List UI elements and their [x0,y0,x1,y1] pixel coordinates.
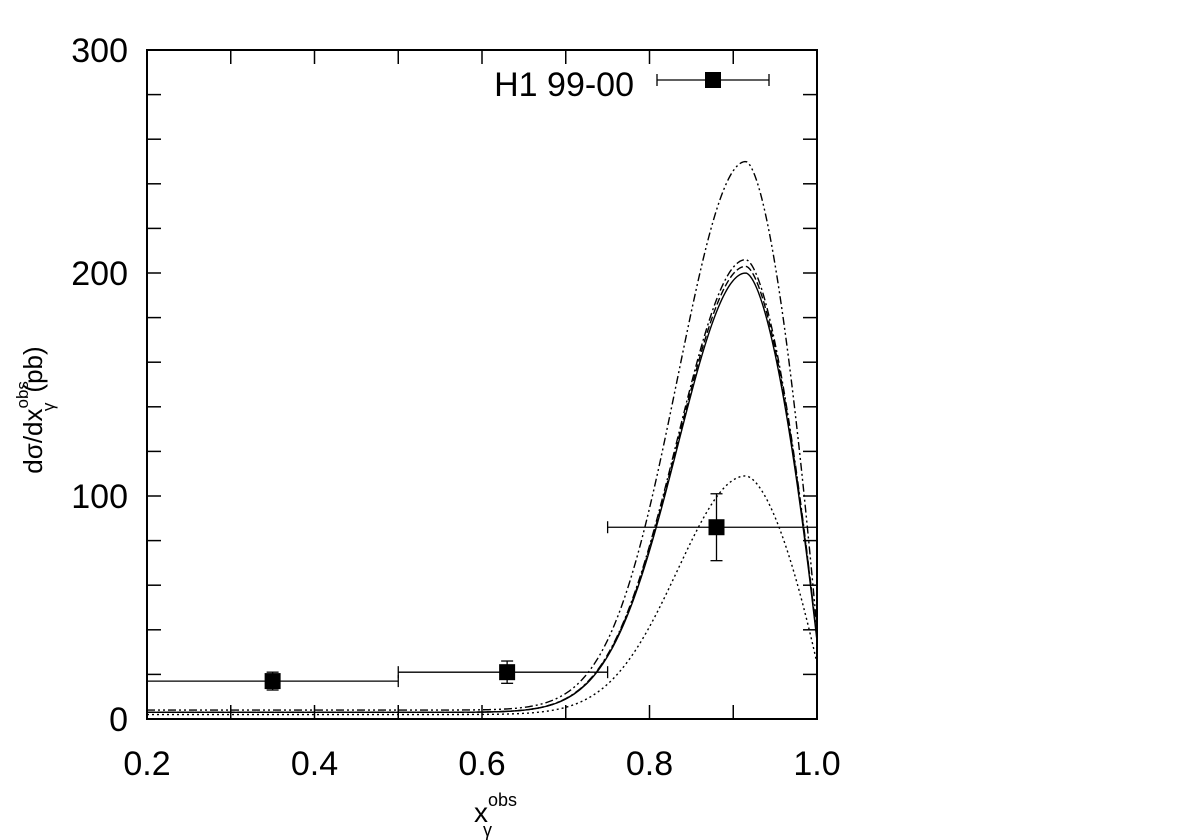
x-tick-label: 1.0 [793,745,840,783]
data-points [146,493,818,691]
x-axis-label: xobs γ [474,790,517,840]
x-tick-label: 0.8 [626,745,673,783]
data-marker [499,664,516,681]
y-tick-label: 200 [71,255,128,293]
model-curves [147,160,818,716]
curve-dash-dot [147,258,818,714]
legend: H1 99-00 [494,66,770,104]
legend-marker [705,72,721,88]
legend-label: H1 99-00 [494,66,634,104]
y-tick-label: 300 [71,32,128,70]
data-marker [264,673,281,690]
axis-labels: xobs γ dσ/dxobs γ(pb) [13,346,517,840]
y-tick-label: 0 [109,701,128,739]
y-axis-label: dσ/dxobs γ(pb) [13,346,58,473]
curve-solid [147,272,818,714]
x-tick-label: 0.2 [123,745,170,783]
x-tick-label: 0.4 [291,745,338,783]
x-tick-label: 0.6 [458,745,505,783]
curve-dotted [147,475,818,716]
plot-frame [146,49,818,720]
axes: 0.2 0.4 0.6 0.8 1.0 0 100 200 300 [71,32,840,783]
y-tick-label: 100 [71,478,128,516]
curve-dashed [147,265,818,714]
curve-dash-dot-dot [147,160,818,711]
data-marker [708,519,725,536]
